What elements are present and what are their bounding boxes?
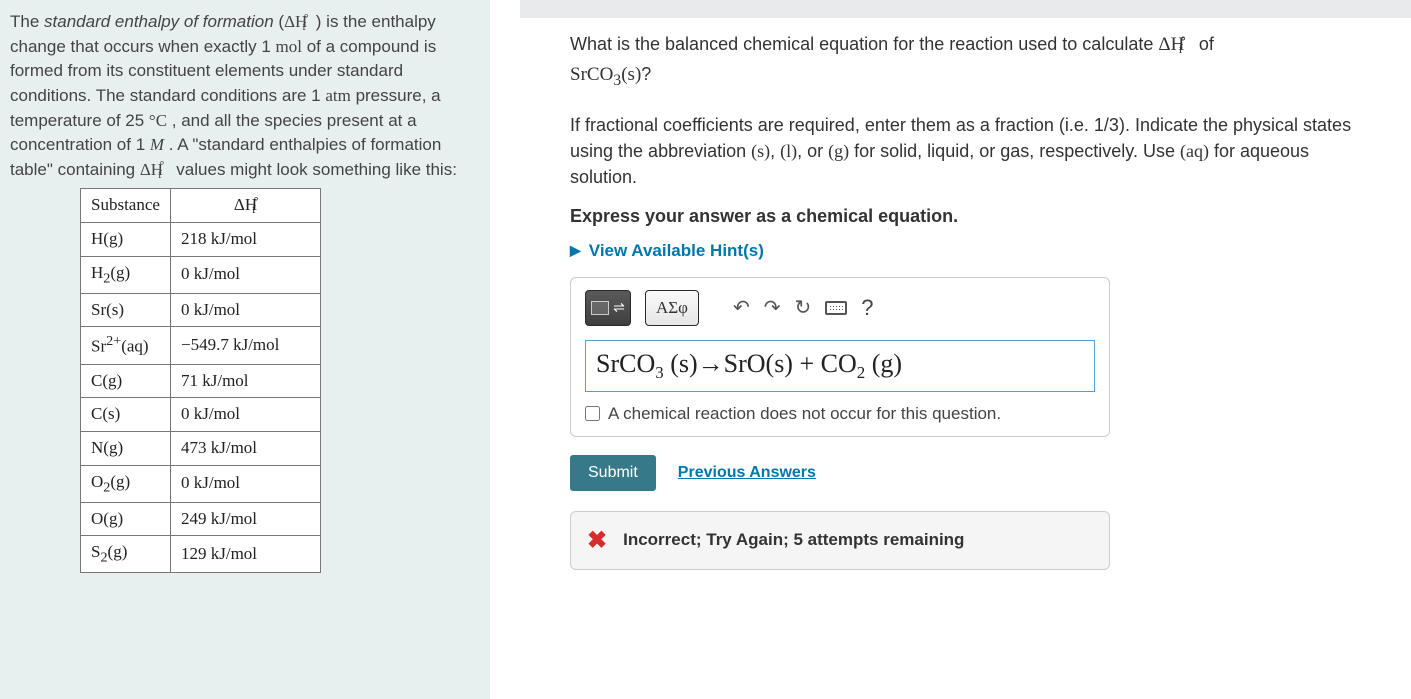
view-hints-label: View Available Hint(s) xyxy=(589,241,764,261)
no-reaction-row[interactable]: A chemical reaction does not occur for t… xyxy=(585,404,1095,424)
table-cell-value: 0 kJ/mol xyxy=(171,465,321,502)
table-cell-substance: H2(g) xyxy=(81,256,171,293)
table-cell-value: 129 kJ/mol xyxy=(171,536,321,573)
button-row: Submit Previous Answers xyxy=(570,455,1381,491)
redo-icon[interactable]: ↷ xyxy=(764,295,781,320)
table-cell-substance: C(g) xyxy=(81,364,171,398)
table-row: H(g)218 kJ/mol xyxy=(81,223,321,257)
feedback-box: ✖ Incorrect; Try Again; 5 attempts remai… xyxy=(570,511,1110,570)
table-row: C(g)71 kJ/mol xyxy=(81,364,321,398)
table-row: O(g)249 kJ/mol xyxy=(81,502,321,536)
submit-button[interactable]: Submit xyxy=(570,455,656,491)
reset-icon[interactable]: ↻ xyxy=(795,295,812,320)
table-row: Sr(s)0 kJ/mol xyxy=(81,293,321,327)
no-reaction-label: A chemical reaction does not occur for t… xyxy=(608,404,1001,424)
equilibrium-arrows-icon: ⇌ xyxy=(613,299,625,316)
table-cell-value: −549.7 kJ/mol xyxy=(171,327,321,364)
table-row: N(g)473 kJ/mol xyxy=(81,431,321,465)
table-cell-substance: O2(g) xyxy=(81,465,171,502)
answer-toolbar: ⇌ ΑΣφ ↶ ↷ ↻ ? xyxy=(585,290,1095,326)
table-header-row: Substance ΔH∘f xyxy=(81,189,321,223)
table-row: S2(g)129 kJ/mol xyxy=(81,536,321,573)
table-header-dh: ΔH∘f xyxy=(171,189,321,223)
table-row: Sr2+(aq)−549.7 kJ/mol xyxy=(81,327,321,364)
table-cell-value: 71 kJ/mol xyxy=(171,364,321,398)
context-panel: The standard enthalpy of formation (ΔH∘f… xyxy=(0,0,490,699)
table-cell-value: 0 kJ/mol xyxy=(171,293,321,327)
undo-icon[interactable]: ↶ xyxy=(733,295,750,320)
table-cell-substance: N(g) xyxy=(81,431,171,465)
incorrect-icon: ✖ xyxy=(587,526,607,555)
table-cell-value: 473 kJ/mol xyxy=(171,431,321,465)
previous-answers-link[interactable]: Previous Answers xyxy=(678,464,816,482)
no-reaction-checkbox[interactable] xyxy=(585,406,600,421)
table-cell-substance: O(g) xyxy=(81,502,171,536)
chevron-right-icon: ▶ xyxy=(570,242,581,259)
table-row: C(s)0 kJ/mol xyxy=(81,398,321,432)
chemistry-template-button[interactable]: ⇌ xyxy=(585,290,631,326)
table-cell-substance: Sr2+(aq) xyxy=(81,327,171,364)
chemical-equation-input[interactable]: SrCO3 (s)→SrO(s) + CO2 (g) xyxy=(585,340,1095,392)
question-text: What is the balanced chemical equation f… xyxy=(570,30,1381,94)
context-intro-text: The standard enthalpy of formation (ΔH∘f… xyxy=(10,10,476,182)
greek-symbols-button[interactable]: ΑΣφ xyxy=(645,290,699,326)
answer-format-instruction: Express your answer as a chemical equati… xyxy=(570,206,1381,227)
table-header-substance: Substance xyxy=(81,189,171,223)
answer-box: ⇌ ΑΣφ ↶ ↷ ↻ ? SrCO3 (s)→SrO(s) + CO2 (g)… xyxy=(570,277,1110,437)
table-cell-value: 218 kJ/mol xyxy=(171,223,321,257)
table-cell-substance: S2(g) xyxy=(81,536,171,573)
table-cell-value: 0 kJ/mol xyxy=(171,398,321,432)
feedback-text: Incorrect; Try Again; 5 attempts remaini… xyxy=(623,530,964,550)
table-cell-substance: Sr(s) xyxy=(81,293,171,327)
table-cell-substance: C(s) xyxy=(81,398,171,432)
table-row: H2(g)0 kJ/mol xyxy=(81,256,321,293)
table-cell-value: 0 kJ/mol xyxy=(171,256,321,293)
question-panel: What is the balanced chemical equation f… xyxy=(490,0,1411,699)
table-cell-substance: H(g) xyxy=(81,223,171,257)
instructions-text: If fractional coefficients are required,… xyxy=(570,112,1381,190)
table-row: O2(g)0 kJ/mol xyxy=(81,465,321,502)
help-icon[interactable]: ? xyxy=(861,295,873,321)
box-icon xyxy=(591,301,609,315)
enthalpy-table: Substance ΔH∘f H(g)218 kJ/molH2(g)0 kJ/m… xyxy=(80,188,321,573)
view-hints-toggle[interactable]: ▶ View Available Hint(s) xyxy=(570,241,1381,261)
table-cell-value: 249 kJ/mol xyxy=(171,502,321,536)
keyboard-icon[interactable] xyxy=(825,301,847,315)
